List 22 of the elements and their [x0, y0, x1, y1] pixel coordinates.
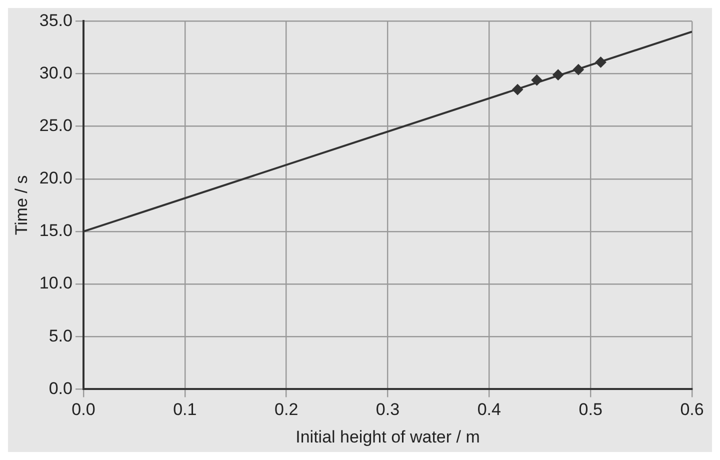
point [595, 56, 606, 68]
y-tick-label: 10.0 [39, 274, 72, 293]
point [572, 64, 584, 76]
y-tick-label: 25.0 [39, 116, 72, 136]
y-tick-label: 20.0 [39, 168, 72, 188]
y-axis-title: Time / s [12, 175, 31, 236]
y-tick-label: 15.0 [39, 221, 72, 240]
point [552, 69, 564, 80]
x-tick-label: 0.2 [274, 400, 298, 420]
point [531, 74, 542, 86]
x-axis-title: Initial height of water / m [296, 427, 480, 446]
y-tick-label: 30.0 [39, 63, 72, 82]
x-tick-label: 0.5 [578, 400, 602, 420]
x-tick-label: 0.0 [72, 400, 96, 420]
x-tick-label: 0.3 [376, 400, 400, 420]
y-tick-label: 35.0 [39, 10, 72, 30]
x-tick-label: 0.1 [173, 400, 197, 420]
y-tick-label: 0.0 [48, 378, 72, 398]
x-tick-label: 0.4 [477, 400, 501, 420]
point [512, 84, 524, 96]
y-tick-label: 5.0 [48, 326, 72, 346]
x-tick-label: 0.6 [680, 400, 704, 420]
